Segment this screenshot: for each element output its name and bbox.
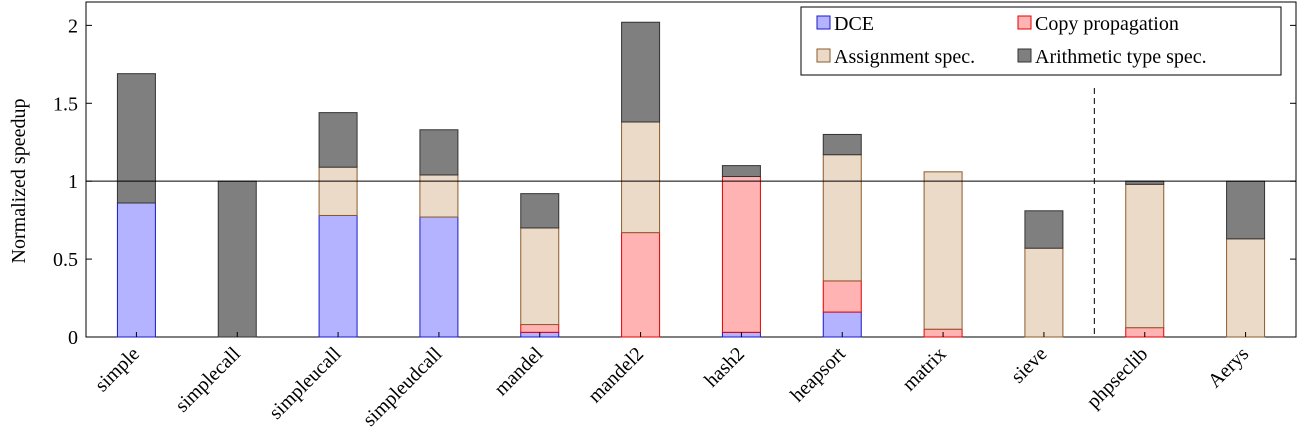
x-tick-label-mandel: mandel xyxy=(490,343,547,400)
legend-item-assignment-spec: Assignment spec. xyxy=(816,46,975,68)
bar-simpleudcall-assignment-spec xyxy=(419,174,459,218)
bar-simplecall-arithmetic-type-spec xyxy=(217,180,257,338)
x-tick-label-sieve: sieve xyxy=(1007,343,1052,388)
legend-swatch-copy-propagation xyxy=(1017,15,1032,30)
legend-label-arithmetic-type-spec: Arithmetic type spec. xyxy=(1035,46,1207,68)
x-tick-label-matrix: matrix xyxy=(898,343,950,395)
bar-sieve-arithmetic-type-spec xyxy=(1024,210,1064,249)
legend-swatch-assignment-spec xyxy=(816,48,831,63)
bar-hash2-copy-propagation xyxy=(721,176,761,333)
bar-mandel-arithmetic-type-spec xyxy=(520,193,560,229)
x-tick-label-simplecall: simplecall xyxy=(171,343,245,417)
bar-aerys-assignment-spec xyxy=(1226,238,1266,338)
bar-heapsort-copy-propagation xyxy=(822,280,862,313)
bar-heapsort-assignment-spec xyxy=(822,154,862,282)
x-tick-label-simpleucall: simpleucall xyxy=(265,343,346,424)
bar-simpleucall-assignment-spec xyxy=(318,166,358,216)
bar-sieve-assignment-spec xyxy=(1024,247,1064,338)
legend-item-copy-propagation: Copy propagation xyxy=(1017,13,1179,35)
bar-simple-arithmetic-type-spec xyxy=(116,73,156,204)
legend-label-assignment-spec: Assignment spec. xyxy=(834,46,975,68)
legend: DCE Copy propagation Assignment spec. Ar… xyxy=(800,6,1282,76)
bar-aerys-arithmetic-type-spec xyxy=(1226,180,1266,240)
x-tick-label-phpseclib: phpseclib xyxy=(1083,343,1153,413)
bar-mandel2-copy-propagation xyxy=(621,232,661,338)
bar-simpleucall-dce xyxy=(318,214,358,338)
bar-simpleudcall-arithmetic-type-spec xyxy=(419,129,459,176)
legend-item-dce: DCE xyxy=(816,13,874,35)
legend-label-dce: DCE xyxy=(834,13,874,35)
bar-mandel-copy-propagation xyxy=(520,324,560,333)
bar-mandel-assignment-spec xyxy=(520,227,560,326)
x-tick-label-aerys: Aerys xyxy=(1204,343,1253,392)
y-tick-label-1: 1 xyxy=(68,171,78,193)
x-tick-label-simpleudcall: simpleudcall xyxy=(359,343,447,431)
legend-item-arithmetic-type-spec: Arithmetic type spec. xyxy=(1017,46,1207,68)
bar-simple-dce xyxy=(116,202,156,338)
bar-heapsort-arithmetic-type-spec xyxy=(822,133,862,156)
bar-simpleucall-arithmetic-type-spec xyxy=(318,112,358,168)
x-tick-label-mandel2: mandel2 xyxy=(584,343,648,407)
bar-mandel2-arithmetic-type-spec xyxy=(621,21,661,123)
bar-mandel2-assignment-spec xyxy=(621,121,661,234)
legend-swatch-arithmetic-type-spec xyxy=(1017,48,1032,63)
x-tick-label-heapsort: heapsort xyxy=(786,343,850,407)
legend-label-copy-propagation: Copy propagation xyxy=(1035,13,1179,35)
bar-matrix-assignment-spec xyxy=(923,171,963,330)
legend-swatch-dce xyxy=(816,15,831,30)
y-axis-label: Normalized speedup xyxy=(8,99,30,264)
y-tick-label-2: 2 xyxy=(68,15,78,37)
y-tick-label-0: 0 xyxy=(68,327,78,349)
bar-simpleudcall-dce xyxy=(419,216,459,338)
axes-frame xyxy=(85,1,1297,338)
y-tick-label-1-5: 1.5 xyxy=(53,93,78,115)
y-tick-label-0-5: 0.5 xyxy=(53,249,78,271)
bar-hash2-arithmetic-type-spec xyxy=(721,165,761,178)
x-tick-label-hash2: hash2 xyxy=(700,343,749,392)
bar-phpseclib-assignment-spec xyxy=(1125,183,1165,329)
legend-box xyxy=(800,6,1282,76)
x-tick-label-simple: simple xyxy=(91,343,144,396)
